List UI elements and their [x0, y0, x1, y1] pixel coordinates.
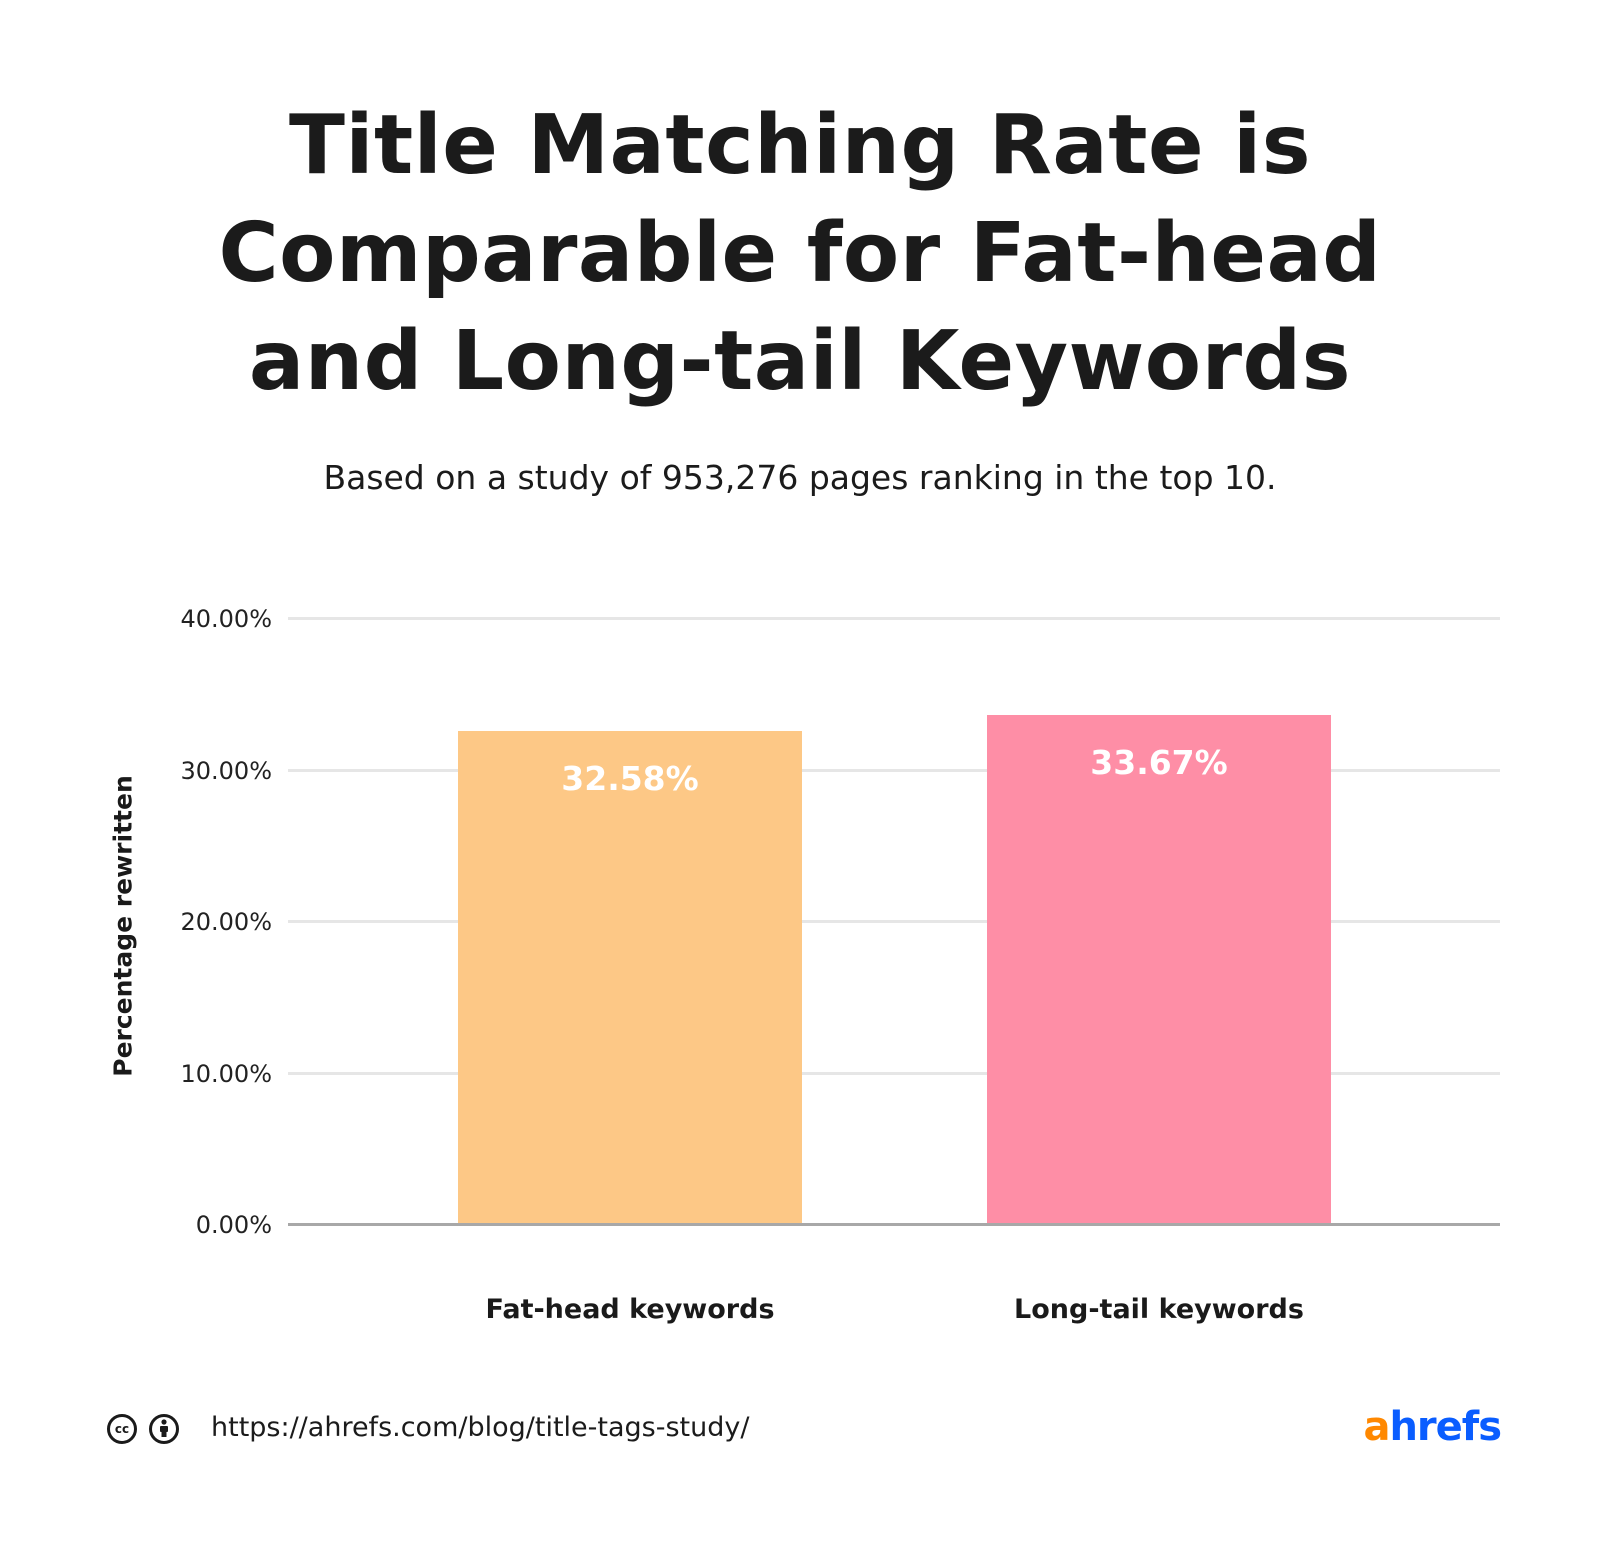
x-axis-baseline [288, 1223, 1500, 1226]
title-line-2: Comparable for Fat-head [218, 206, 1382, 301]
y-tick-20: 20.00% [180, 908, 272, 936]
y-tick-0: 0.00% [195, 1211, 272, 1239]
y-axis-label: Percentage rewritten [108, 775, 138, 1077]
y-tick-10: 10.00% [180, 1060, 272, 1088]
y-tick-30: 30.00% [180, 757, 272, 785]
chart-title: Title Matching Rate is Comparable for Fa… [0, 92, 1600, 416]
bar-value-label: 33.67% [1090, 742, 1228, 782]
x-category-long-tail: Long-tail keywords [1014, 1294, 1304, 1325]
source-url[interactable]: https://ahrefs.com/blog/title-tags-study… [211, 1412, 750, 1443]
title-line-3: and Long-tail Keywords [248, 314, 1352, 409]
gridline [288, 617, 1500, 620]
y-tick-40: 40.00% [180, 605, 272, 633]
attribution-icon [149, 1414, 179, 1444]
bar-value-label: 32.58% [561, 759, 699, 799]
gridline [288, 1072, 1500, 1075]
creative-commons-icon: cc [107, 1414, 137, 1444]
bar-long-tail: 33.67% [987, 714, 1331, 1225]
gridline [288, 920, 1500, 923]
x-category-fat-head: Fat-head keywords [485, 1294, 775, 1325]
chart-subtitle: Based on a study of 953,276 pages rankin… [323, 458, 1277, 497]
bar-fat-head: 32.58% [458, 731, 802, 1225]
gridline [288, 769, 1500, 772]
ahrefs-logo: ahrefs [1363, 1404, 1502, 1450]
license-icons: cc [107, 1414, 179, 1444]
title-line-1: Title Matching Rate is [288, 98, 1312, 193]
